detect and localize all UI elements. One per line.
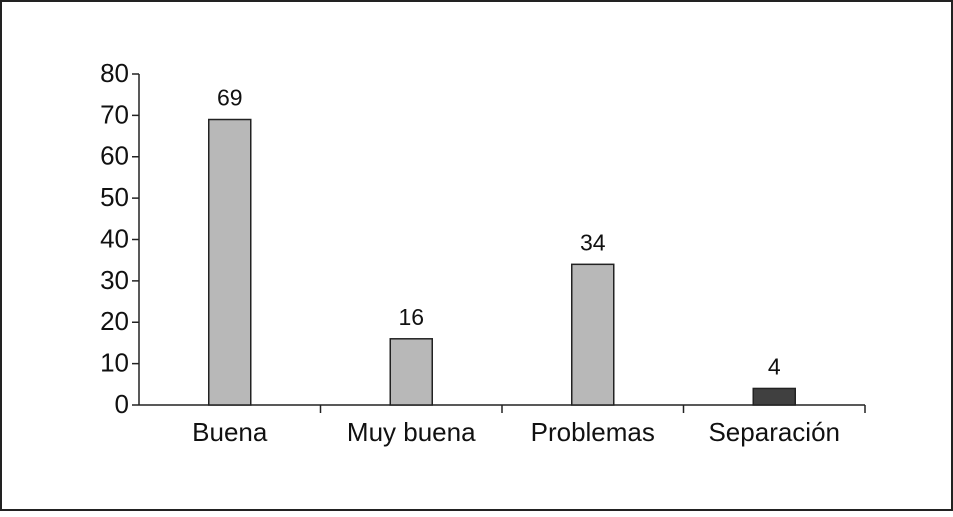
y-tick-label: 70 [100,99,129,129]
value-label: 16 [398,304,424,330]
y-tick-label: 30 [100,265,129,295]
bar [208,118,252,406]
x-tick-label: Muy buena [347,417,476,447]
bar [571,263,615,406]
y-tick-label: 10 [100,348,129,378]
bar [752,387,796,406]
value-label: 4 [768,354,781,380]
value-label: 69 [217,85,243,111]
x-tick-label: Separación [708,417,840,447]
y-tick-label: 50 [100,182,129,212]
y-tick-label: 60 [100,141,129,171]
y-tick-label: 80 [100,58,129,88]
y-tick-label: 0 [115,389,129,419]
value-label: 34 [580,229,606,255]
bar [389,338,433,406]
x-tick-label: Problemas [531,417,655,447]
y-tick-label: 20 [100,306,129,336]
x-tick-label: Buena [192,417,268,447]
y-tick-label: 40 [100,223,129,253]
